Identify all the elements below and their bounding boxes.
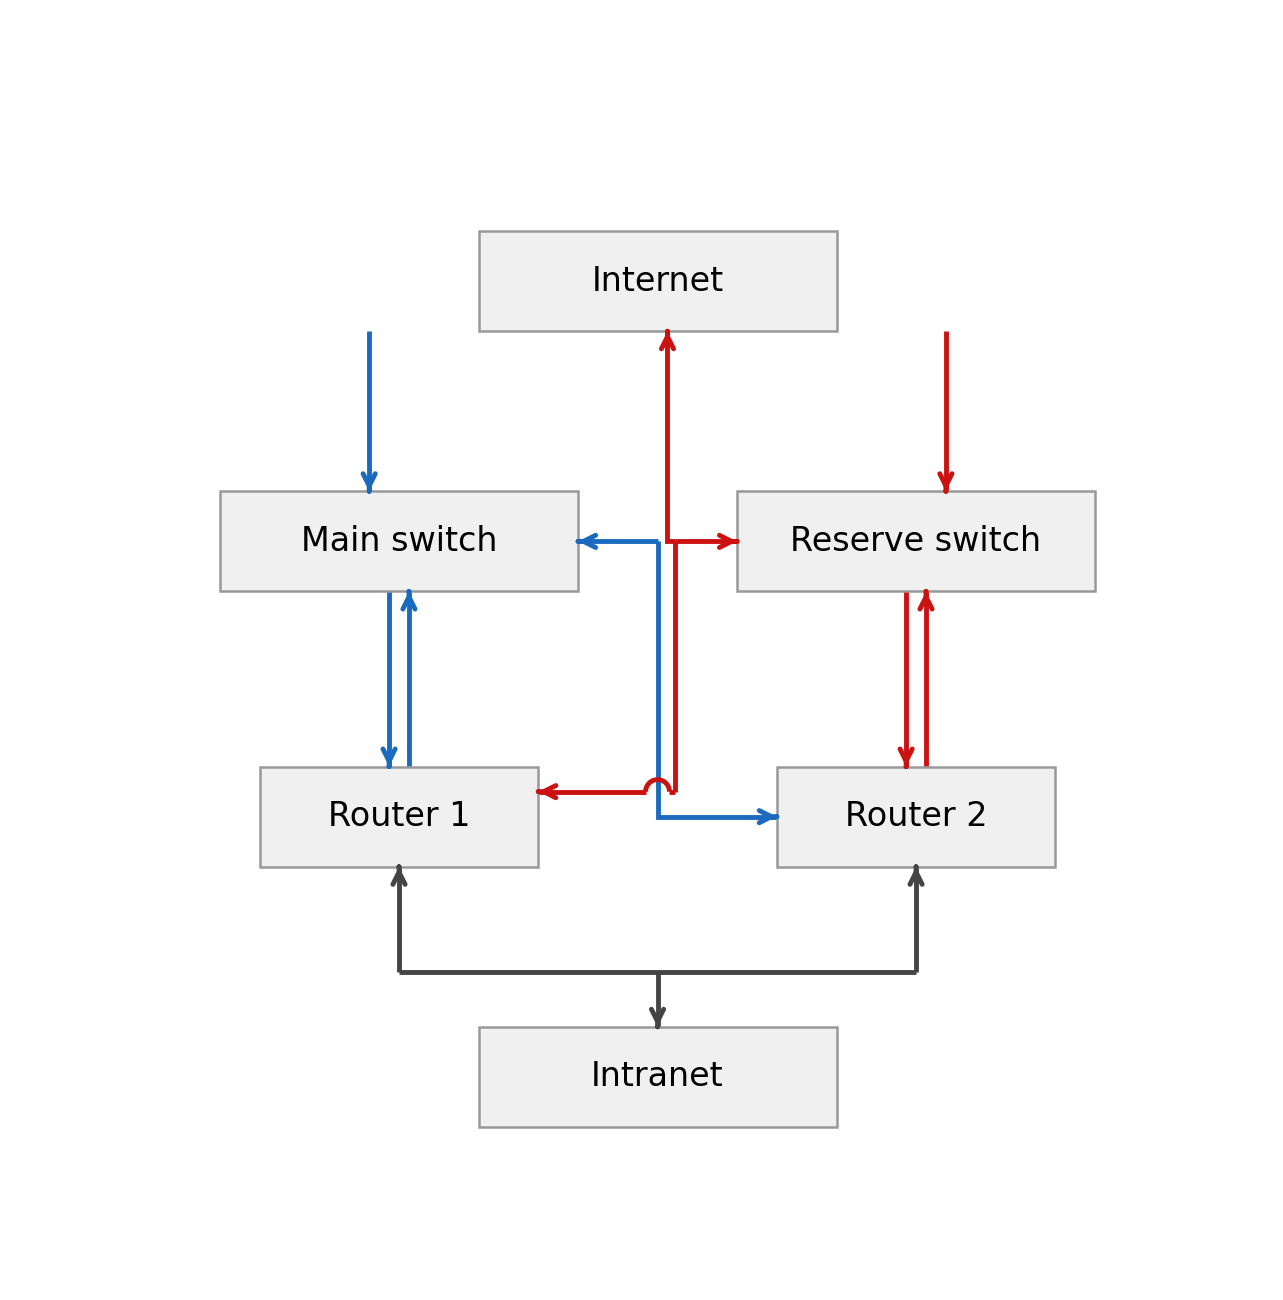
Text: Intranet: Intranet xyxy=(591,1061,724,1093)
Text: Router 1: Router 1 xyxy=(327,801,471,833)
FancyBboxPatch shape xyxy=(259,767,539,867)
Text: Main switch: Main switch xyxy=(300,525,498,558)
FancyBboxPatch shape xyxy=(221,491,579,592)
FancyBboxPatch shape xyxy=(777,767,1055,867)
Text: Reserve switch: Reserve switch xyxy=(790,525,1042,558)
FancyBboxPatch shape xyxy=(479,231,837,332)
FancyBboxPatch shape xyxy=(479,1027,837,1127)
Text: Internet: Internet xyxy=(591,265,724,298)
FancyBboxPatch shape xyxy=(736,491,1096,592)
Text: Router 2: Router 2 xyxy=(844,801,988,833)
